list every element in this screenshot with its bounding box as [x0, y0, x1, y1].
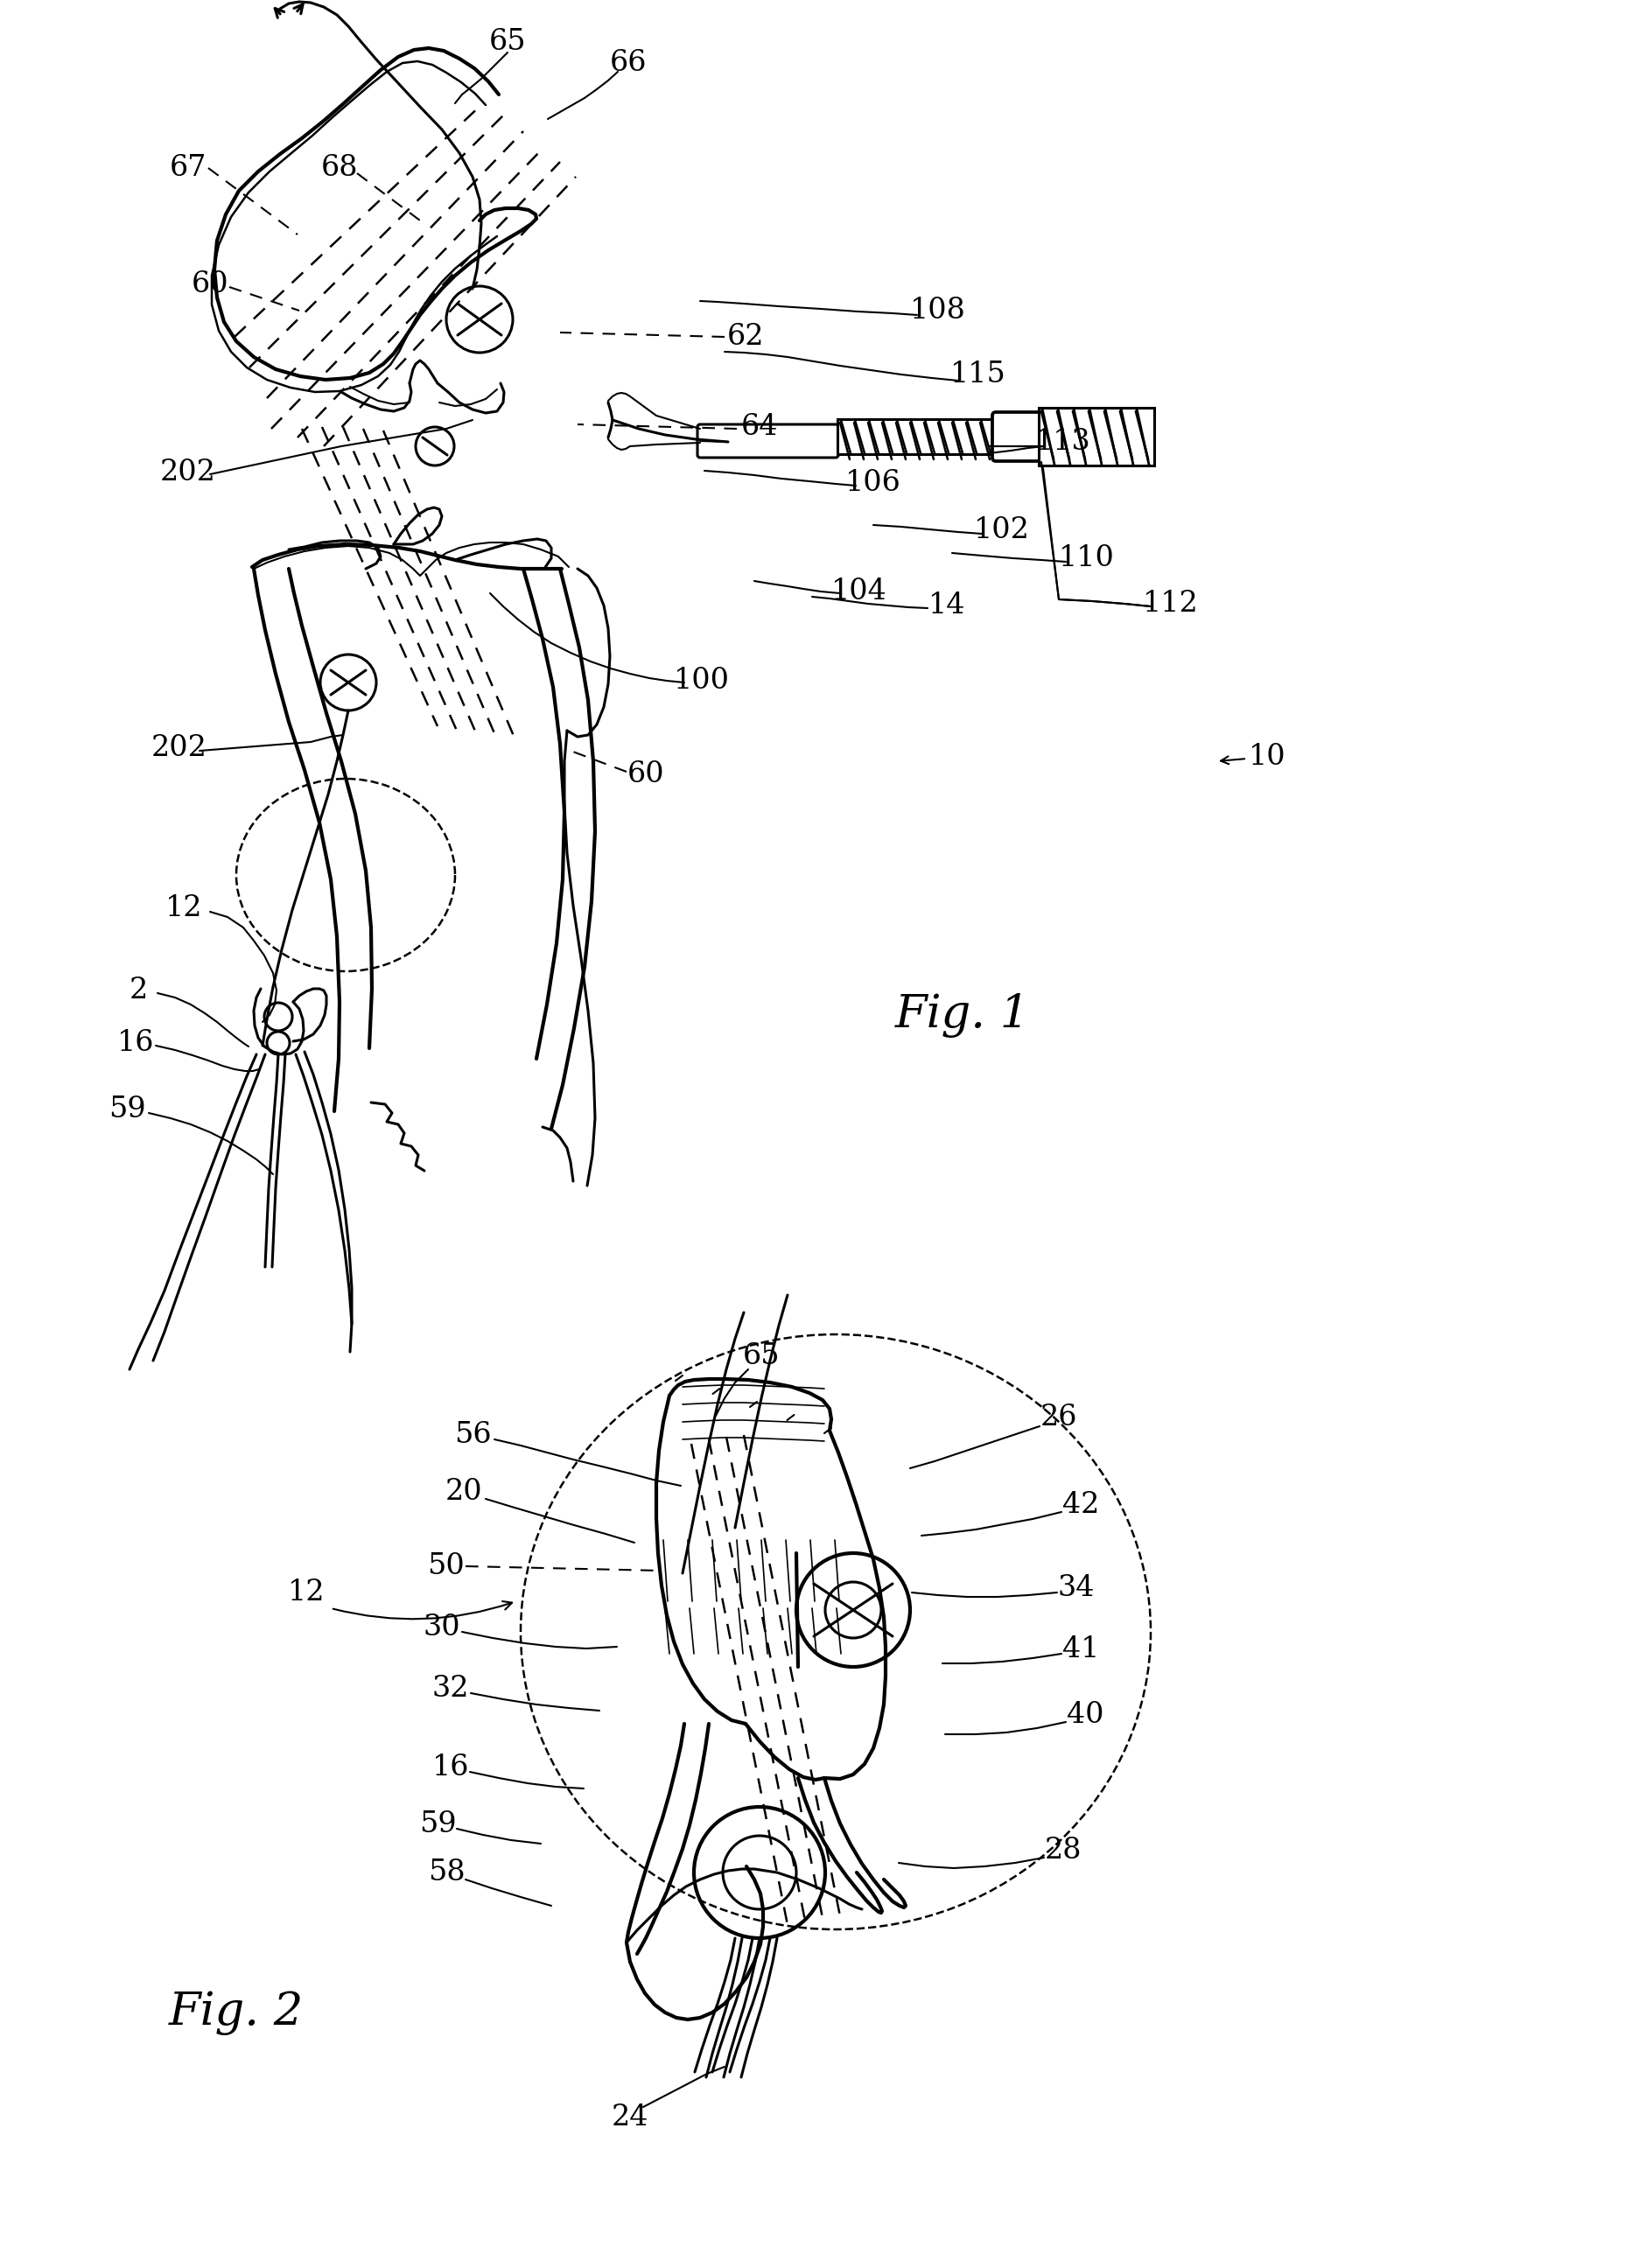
Text: Fig. 2: Fig. 2: [169, 1991, 303, 2034]
Text: 104: 104: [831, 578, 887, 606]
FancyBboxPatch shape: [992, 413, 1041, 460]
Text: 14: 14: [928, 592, 965, 619]
Text: 115: 115: [951, 361, 1006, 388]
Text: 67: 67: [169, 154, 207, 181]
Text: 60: 60: [192, 270, 228, 299]
Text: 100: 100: [674, 667, 729, 694]
Text: 110: 110: [1059, 544, 1115, 572]
Text: 68: 68: [321, 154, 357, 181]
Text: 28: 28: [1044, 1837, 1082, 1864]
Text: 42: 42: [1062, 1490, 1098, 1520]
Text: 50: 50: [428, 1551, 465, 1581]
Text: 12: 12: [166, 894, 202, 923]
Text: 113: 113: [1034, 429, 1090, 456]
Text: 59: 59: [418, 1810, 456, 1839]
Text: 102: 102: [974, 517, 1029, 544]
FancyBboxPatch shape: [697, 424, 838, 458]
Text: 62: 62: [726, 322, 764, 352]
Text: 108: 108: [910, 297, 965, 324]
Text: 40: 40: [1065, 1701, 1103, 1728]
Text: 65: 65: [488, 27, 526, 57]
Text: 202: 202: [161, 458, 216, 488]
Text: 12: 12: [287, 1579, 325, 1606]
Text: 59: 59: [108, 1095, 146, 1123]
Text: 106: 106: [846, 469, 901, 497]
Text: 32: 32: [431, 1674, 469, 1703]
Text: 34: 34: [1057, 1574, 1095, 1601]
Text: Fig. 1: Fig. 1: [895, 993, 1029, 1036]
Text: 64: 64: [741, 413, 777, 440]
Text: 16: 16: [431, 1753, 469, 1780]
Text: 30: 30: [423, 1613, 461, 1642]
Text: 16: 16: [116, 1030, 154, 1057]
Text: 56: 56: [454, 1422, 492, 1449]
FancyBboxPatch shape: [1037, 408, 1154, 465]
Text: 24: 24: [611, 2102, 649, 2132]
Text: 26: 26: [1039, 1404, 1077, 1431]
Text: 10: 10: [1247, 744, 1285, 771]
Text: 20: 20: [444, 1479, 482, 1506]
Text: 66: 66: [610, 50, 646, 77]
FancyBboxPatch shape: [838, 420, 997, 454]
Text: 58: 58: [428, 1857, 465, 1887]
Text: 65: 65: [742, 1343, 780, 1370]
Text: 202: 202: [151, 735, 207, 762]
Text: 41: 41: [1062, 1635, 1098, 1662]
Text: 2: 2: [129, 978, 148, 1005]
Text: 60: 60: [626, 760, 664, 789]
Text: 112: 112: [1142, 590, 1198, 617]
